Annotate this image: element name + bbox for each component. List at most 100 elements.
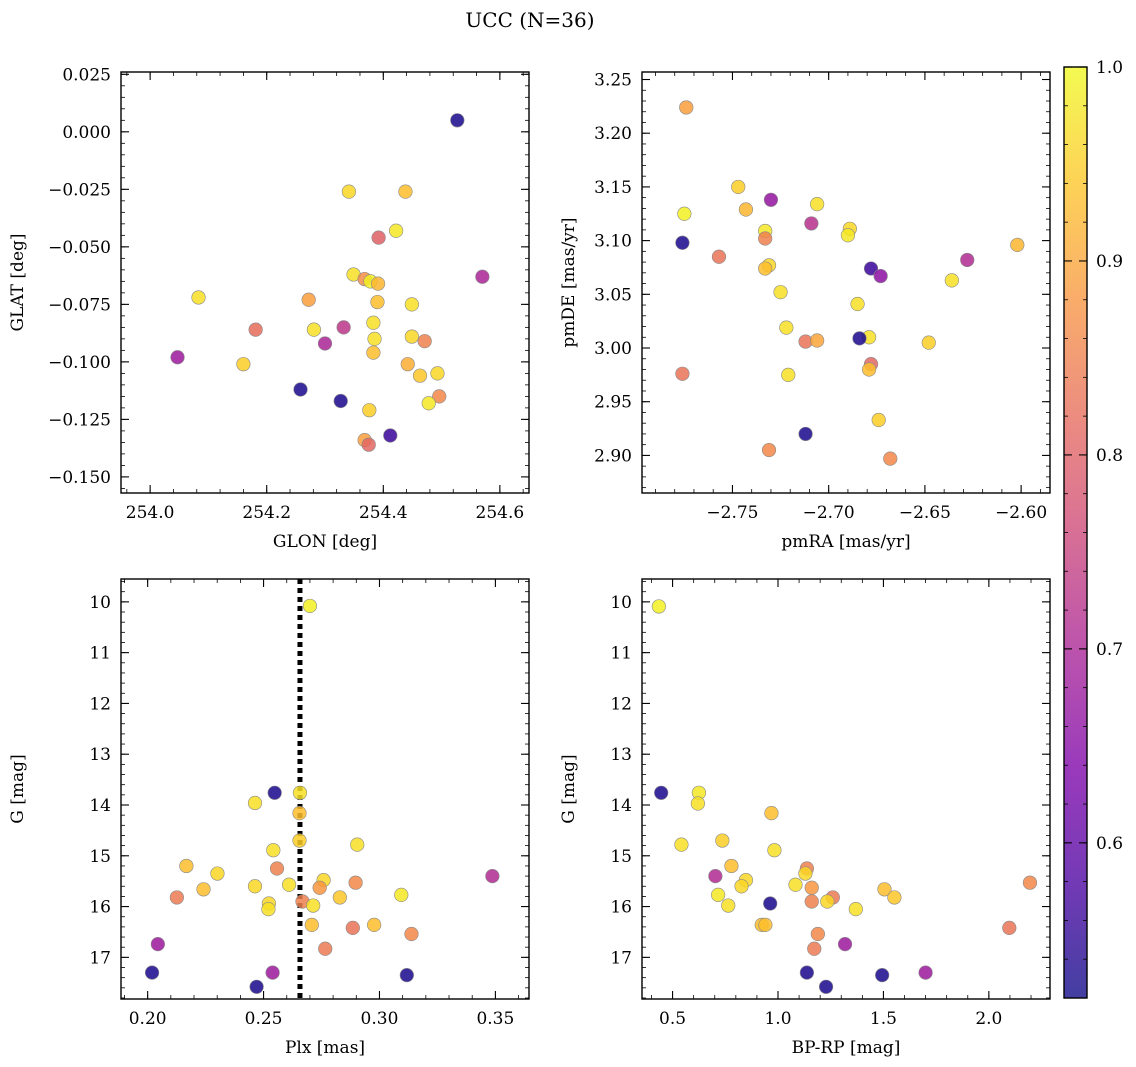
data-point	[362, 403, 377, 418]
scatter-points	[651, 599, 1038, 994]
y-tick-label: 17	[610, 948, 632, 968]
data-point	[852, 331, 867, 346]
y-tick-label: 10	[89, 593, 111, 613]
data-point	[861, 362, 877, 377]
y-tick-label: 12	[89, 694, 111, 714]
data-point	[837, 937, 853, 952]
colorbar-tick-label: 0.8	[1096, 446, 1123, 466]
colorbar-tick-label: 0.9	[1096, 252, 1123, 272]
major-ticks	[121, 579, 529, 999]
data-point	[370, 276, 386, 291]
data-point	[810, 196, 825, 212]
data-point	[708, 868, 723, 884]
data-point	[798, 866, 813, 881]
data-point	[236, 357, 251, 372]
data-point	[306, 322, 322, 337]
y-tick-label: 16	[610, 898, 632, 918]
x-tick-label: 254.2	[242, 503, 291, 523]
data-point	[304, 917, 319, 932]
data-point	[196, 882, 211, 897]
data-point	[169, 890, 184, 905]
y-tick-label: 15	[610, 847, 632, 867]
data-point	[170, 350, 185, 365]
x-tick-label: 254.0	[126, 503, 175, 523]
y-tick-label: 11	[610, 644, 632, 664]
y-tick-label: 3.00	[594, 339, 632, 359]
y-tick-label: 17	[89, 948, 111, 968]
data-point	[450, 113, 465, 128]
data-point	[654, 785, 669, 800]
data-point	[758, 231, 773, 246]
data-point	[312, 880, 327, 895]
colorbar-tick-label: 0.6	[1096, 834, 1123, 854]
data-point	[318, 941, 333, 956]
y-tick-label: 2.90	[594, 446, 632, 466]
data-point	[333, 393, 348, 409]
panel-top-right: −2.75 −2.70 −2.65 −2.60 2.90 2.95 3.00 3.05 3.10…	[559, 71, 1051, 552]
data-point	[432, 389, 447, 404]
data-point	[799, 965, 814, 980]
y-axis-label: pmDE [mas/yr]	[559, 217, 579, 347]
data-point	[724, 858, 739, 874]
data-point	[820, 894, 835, 909]
x-tick-label: 0.35	[476, 1009, 514, 1029]
y-tick-label: 14	[89, 796, 111, 816]
y-tick-label: 3.15	[594, 178, 632, 198]
colorbar-ticks: 0.6 0.7 0.8 0.9 1.0	[1064, 58, 1123, 999]
y-tick-label: 10	[610, 593, 632, 613]
x-axis-label: GLON [deg]	[273, 532, 377, 552]
panels: 254.0 254.2 254.4 254.6 −0.150 −0.125 −0.100 −0…	[8, 65, 1051, 1058]
data-point	[773, 285, 788, 300]
panel-bottom-left: 0.20 0.25 0.30 0.35 10 11 12 13 14 15 16 17 Plx [mas…	[8, 578, 530, 1058]
data-point	[371, 230, 386, 245]
y-tick-label: −0.100	[48, 353, 111, 373]
data-point	[367, 917, 382, 932]
data-point	[764, 806, 779, 821]
data-point	[677, 206, 692, 221]
data-point	[877, 882, 892, 897]
y-tick-label: 3.05	[594, 285, 632, 305]
data-point	[249, 979, 264, 994]
data-point	[734, 879, 749, 894]
data-point	[485, 868, 500, 884]
data-point	[721, 898, 736, 913]
data-point	[711, 887, 726, 902]
axes-frame	[641, 71, 1051, 494]
data-point	[1002, 920, 1017, 935]
y-tick-label: 16	[89, 898, 111, 918]
data-point	[674, 837, 689, 852]
data-point	[210, 866, 225, 881]
y-tick-label: 2.95	[594, 393, 632, 413]
data-point	[281, 877, 297, 892]
data-point	[921, 335, 936, 350]
data-point	[306, 898, 321, 913]
data-point	[292, 833, 307, 848]
y-tick-label: −0.125	[48, 410, 111, 430]
data-point	[317, 336, 333, 351]
data-point	[269, 861, 285, 876]
data-point	[715, 833, 730, 848]
x-axis-label: pmRA [mas/yr]	[781, 532, 910, 552]
data-point	[818, 979, 834, 994]
data-point	[302, 598, 318, 614]
data-point	[871, 412, 886, 428]
x-tick-label: 1.0	[764, 1009, 791, 1029]
y-tick-label: −0.050	[48, 238, 111, 258]
data-point	[758, 917, 773, 932]
data-point	[398, 184, 413, 199]
y-axis-label: GLAT [deg]	[8, 233, 28, 331]
major-ticks	[642, 579, 1050, 999]
data-point	[265, 965, 280, 980]
data-point	[763, 192, 779, 207]
data-point	[767, 843, 782, 858]
data-point	[293, 382, 308, 397]
x-axis-label: Plx [mas]	[285, 1038, 365, 1058]
colorbar-tick-label: 0.7	[1096, 640, 1123, 660]
data-point	[144, 965, 160, 980]
y-tick-label: 14	[610, 796, 632, 816]
y-tick-label: −0.075	[48, 295, 111, 315]
data-point	[810, 333, 825, 348]
data-point	[430, 366, 445, 381]
y-tick-label: 0.000	[62, 123, 111, 143]
data-point	[875, 968, 890, 983]
